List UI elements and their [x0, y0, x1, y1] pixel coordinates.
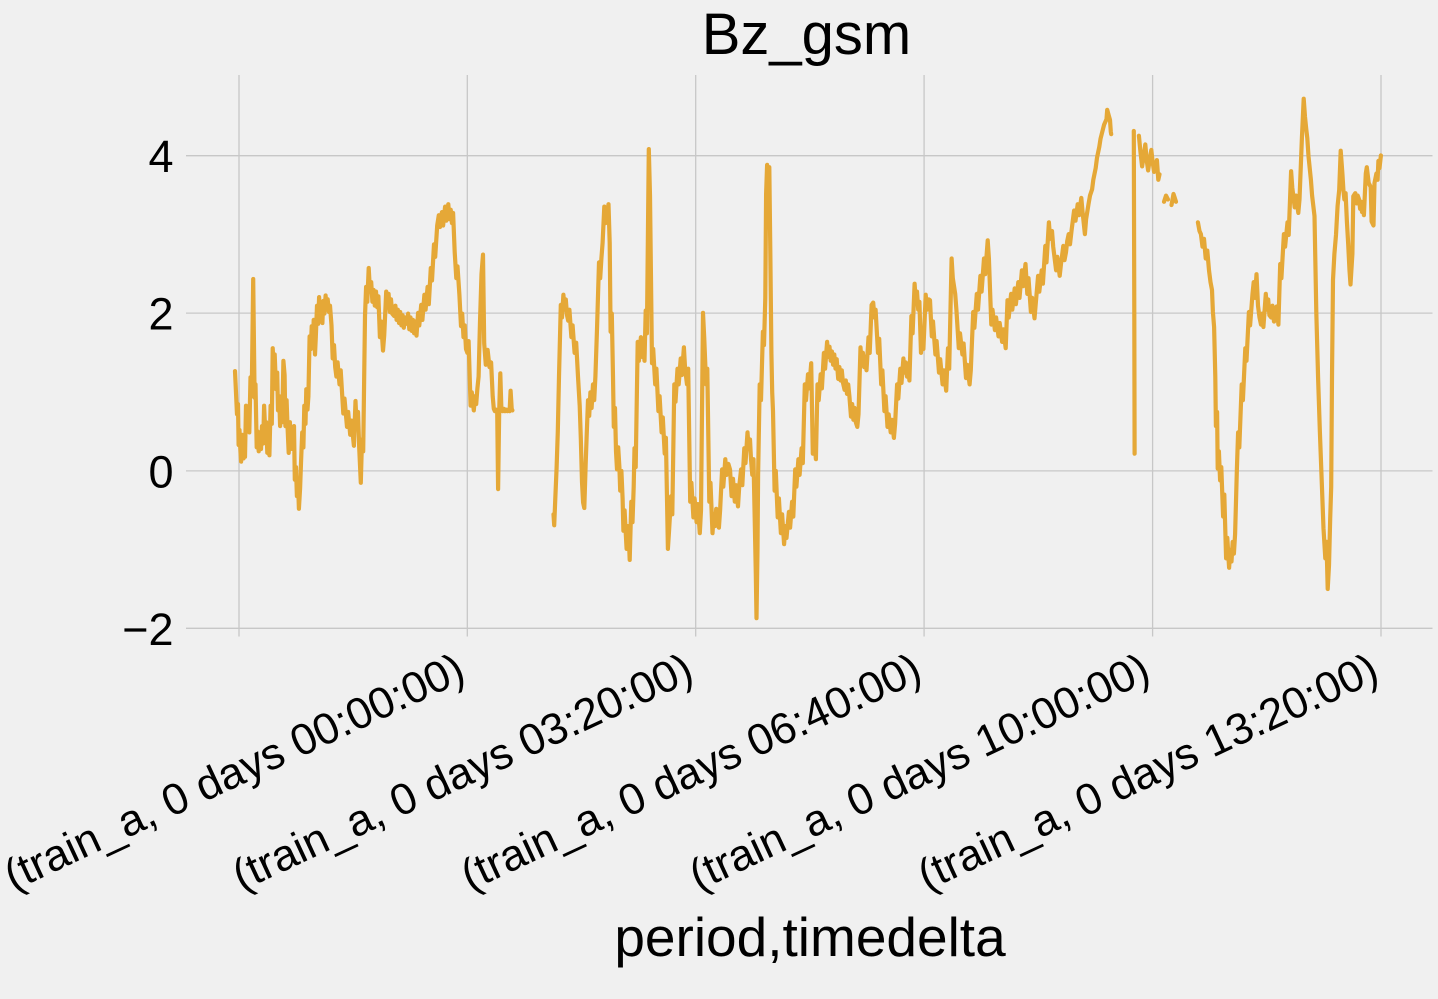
- svg-text:Bz_gsm: Bz_gsm: [702, 2, 912, 67]
- svg-text:period,timedelta: period,timedelta: [614, 906, 1006, 968]
- svg-text:4: 4: [148, 131, 173, 182]
- svg-text:0: 0: [148, 446, 173, 497]
- svg-text:−2: −2: [122, 604, 173, 655]
- svg-text:2: 2: [148, 289, 173, 340]
